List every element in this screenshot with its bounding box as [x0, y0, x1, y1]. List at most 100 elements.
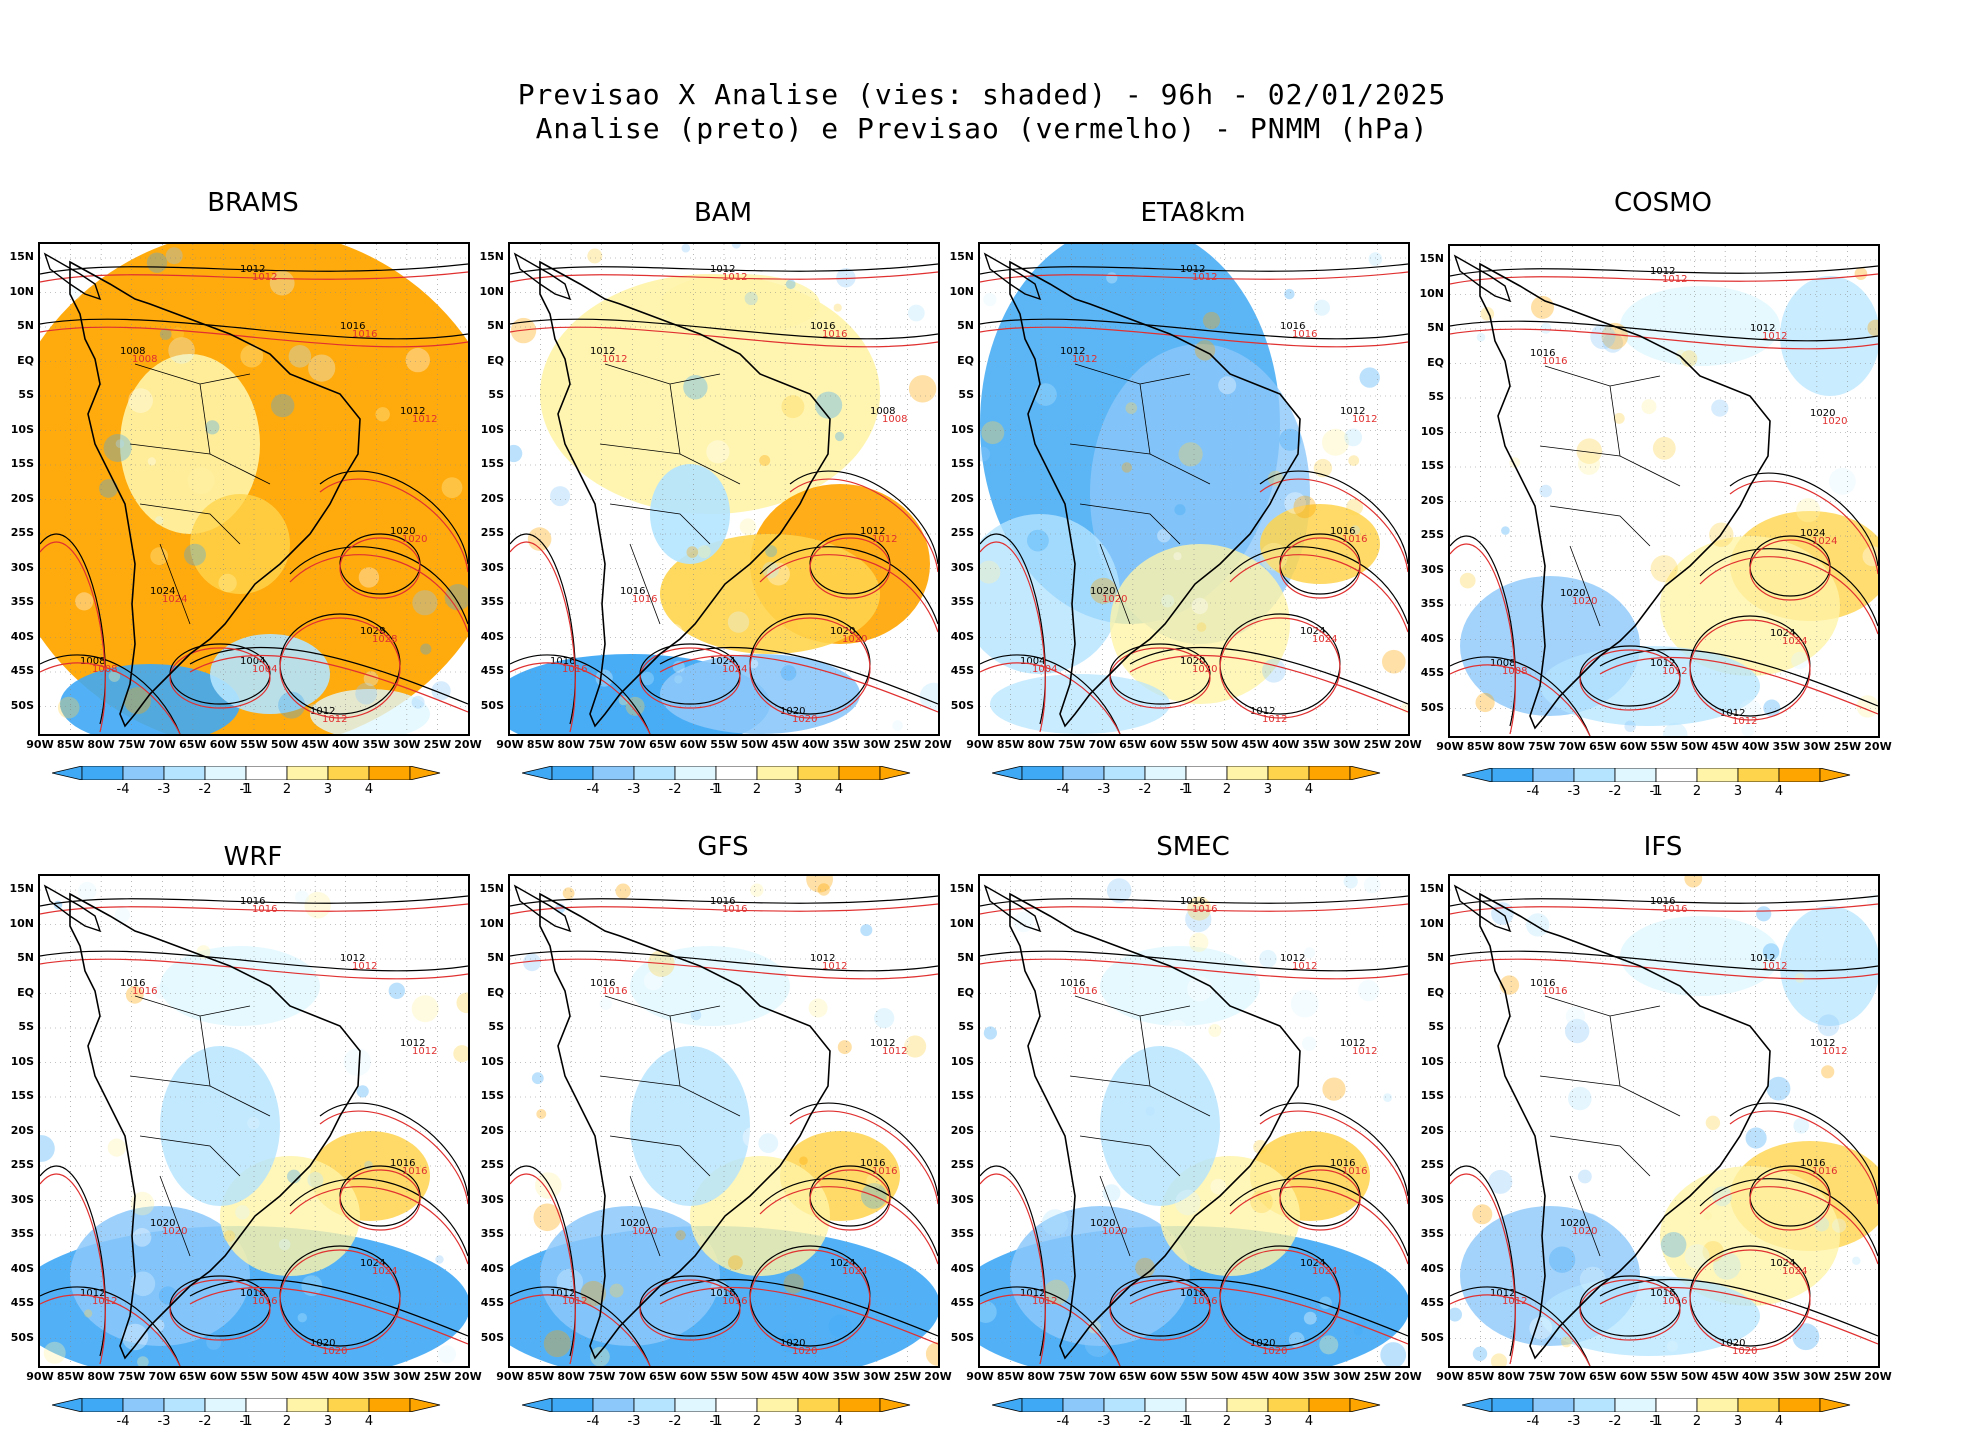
colorbar-label: 3: [1733, 1414, 1743, 1429]
bias-speckle: [828, 1314, 852, 1338]
lon-label: 70W: [618, 1370, 646, 1383]
lat-label: 40S: [10, 629, 34, 643]
lon-label: 55W: [710, 738, 738, 751]
colorbar-label: 3: [1733, 784, 1743, 799]
colorbar-swatch: [163, 1398, 206, 1412]
analysis-isobar: [659, 646, 938, 705]
bias-speckle: [983, 1026, 997, 1040]
bias-speckle: [1539, 484, 1552, 498]
forecast-label: 1012: [562, 1296, 587, 1307]
lat-label: 30S: [480, 1192, 504, 1206]
bias-speckle: [130, 1271, 156, 1297]
analysis-isobar: [789, 470, 938, 565]
bias-speckle: [819, 975, 841, 998]
lat-label: EQ: [487, 985, 504, 999]
lon-label: 70W: [1088, 1370, 1116, 1383]
lon-label: 40W: [1271, 1370, 1300, 1383]
analysis-label: 1020: [1560, 1218, 1585, 1229]
analysis-label: 1024: [1300, 1258, 1325, 1269]
lon-label: 45W: [1711, 1370, 1739, 1383]
lon-label: 20W: [454, 738, 482, 751]
bias-speckle: [1821, 1065, 1835, 1079]
colorbar-label: 2: [1692, 784, 1702, 799]
south-america-coastline: [1479, 262, 1771, 730]
colorbar-swatch: [81, 766, 124, 780]
lat-label: 25S: [950, 526, 974, 539]
analysis-label: 1012: [1810, 1038, 1835, 1049]
bias-speckle: [1253, 1139, 1268, 1155]
bias-speckle: [1102, 1184, 1121, 1202]
bias-speckle: [458, 1125, 468, 1139]
colorbar-swatch: [286, 1398, 329, 1412]
forecast-label: 1020: [1572, 1226, 1597, 1237]
country-border: [609, 1135, 711, 1177]
forecast-cell: [1749, 539, 1831, 601]
colorbar: [522, 766, 911, 780]
forecast-isobar: [1599, 1286, 1878, 1345]
bias-speckle: [1490, 1353, 1508, 1366]
bias-speckle: [453, 1045, 468, 1063]
bias-layer: [1459, 267, 1878, 736]
bias-speckle: [1506, 514, 1517, 525]
lat-label: 10S: [950, 422, 974, 436]
lat-label: EQ: [487, 353, 504, 367]
bias-speckle: [1346, 498, 1363, 516]
analysis-isobar: [1450, 1286, 1591, 1366]
colorbar-swatch: [1737, 768, 1780, 782]
bias-speckle: [1526, 913, 1550, 937]
bias-speckle: [411, 995, 439, 1023]
country-border: [1099, 1175, 1131, 1257]
lat-label: 15N: [479, 250, 504, 263]
forecast-cell: [1219, 617, 1341, 719]
forecast-label: 1008: [882, 414, 907, 425]
lon-label: 40W: [1741, 1370, 1770, 1383]
graticule: [1450, 246, 1878, 736]
analysis-isobar: [759, 546, 938, 625]
forecast-label: 1012: [872, 534, 897, 545]
bias-shading-4: [1110, 544, 1290, 704]
forecast-label: 1012: [602, 354, 627, 365]
country-border: [1609, 385, 1621, 457]
graticule: [980, 244, 1408, 734]
colorbar-max-arrow: [879, 1398, 911, 1412]
bias-speckle: [550, 486, 571, 507]
forecast-label: 1028: [372, 634, 397, 645]
bias-speckle: [1762, 943, 1780, 960]
analysis-label: 1012: [240, 264, 265, 275]
lon-label: 70W: [1558, 1370, 1586, 1383]
lat-label: 30S: [1420, 1192, 1444, 1206]
forecast-label: 1012: [412, 414, 437, 425]
bias-shading-4: [160, 1046, 280, 1206]
bias-speckle: [1613, 412, 1625, 424]
bias-speckle: [1368, 252, 1383, 266]
colorbar-swatch: [245, 766, 288, 780]
lat-label: 25S: [10, 526, 34, 539]
colorbar-min-arrow: [1462, 768, 1493, 782]
bias-speckle: [301, 1275, 323, 1296]
analysis-label: 1020: [1180, 656, 1205, 667]
bias-speckle: [1291, 909, 1307, 925]
forecast-label: 1016: [1192, 904, 1217, 915]
forecast-isobar: [319, 1110, 468, 1205]
forecast-label: 1012: [1352, 1046, 1377, 1057]
lat-label: 20S: [950, 491, 974, 505]
lon-label: 85W: [526, 738, 555, 751]
lat-label: 5S: [488, 1020, 504, 1033]
analysis-label: 1016: [340, 321, 365, 332]
bias-speckle: [358, 567, 380, 588]
analysis-isobar: [289, 546, 468, 625]
bias-speckle: [765, 545, 778, 558]
south-america-coastline: [1479, 892, 1771, 1360]
forecast-isobar: [1729, 480, 1878, 575]
bias-speckle: [758, 1133, 779, 1153]
bias-speckle: [1043, 1279, 1070, 1305]
analysis-label: 1016: [240, 896, 265, 907]
forecast-label: 1016: [1342, 1166, 1367, 1177]
colorbar-swatch: [1614, 768, 1657, 782]
bias-speckle: [1218, 376, 1237, 395]
analysis-label: 1024: [1770, 628, 1795, 639]
bias-speckle: [287, 1169, 301, 1184]
colorbar-swatch: [633, 1398, 676, 1412]
lat-label: 30S: [480, 560, 504, 574]
colorbar-min-arrow: [52, 766, 83, 780]
